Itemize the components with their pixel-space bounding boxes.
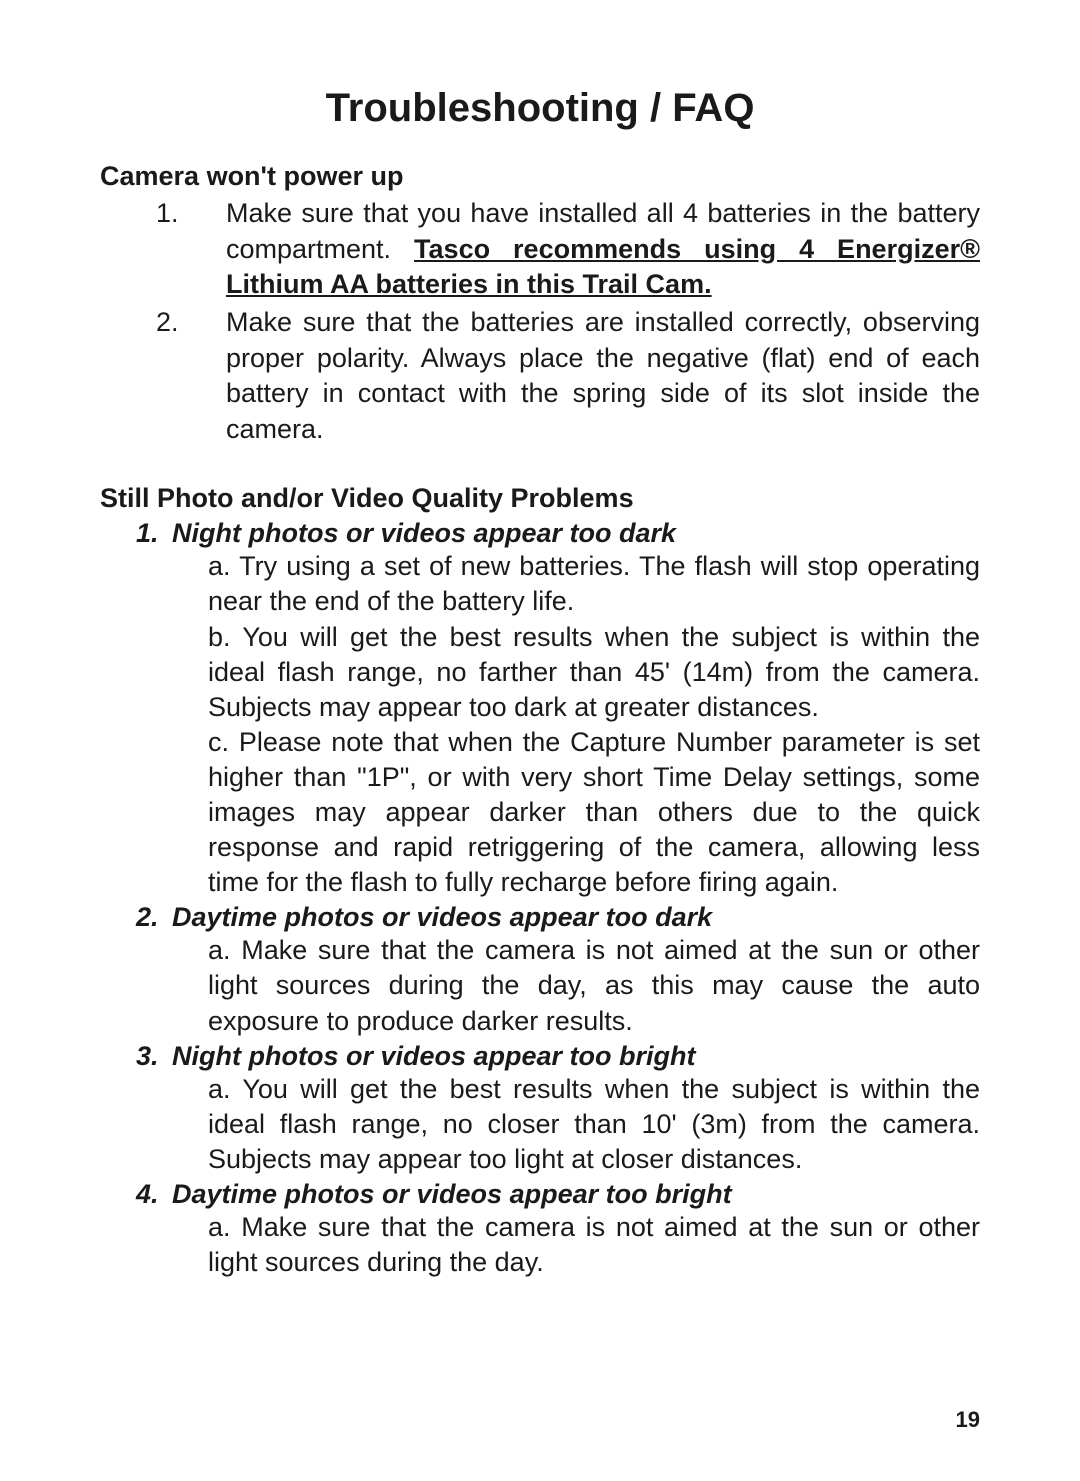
list-item: 2. Make sure that the batteries are inst… [156,305,980,448]
section-heading-quality: Still Photo and/or Video Quality Problem… [100,483,980,514]
lettered-item: a. Make sure that the camera is not aime… [136,933,980,1038]
page-number: 19 [956,1407,980,1433]
letter-text: Try using a set of new batteries. The fl… [208,551,980,616]
lettered-item: a. You will get the best results when th… [136,1072,980,1177]
section-heading-power: Camera won't power up [100,161,980,192]
lettered-item: b. You will get the best results when th… [136,620,980,725]
subsection-number: 4. [136,1179,172,1210]
list-item: 2. Daytime photos or videos appear too d… [136,902,980,1038]
letter-text: You will get the best results when the s… [208,1074,980,1174]
lettered-item: a. Make sure that the camera is not aime… [136,1210,980,1280]
letter-label: a. [208,935,231,965]
subsection-title: Daytime photos or videos appear too brig… [172,1179,732,1210]
letter-text: Please note that when the Capture Number… [208,727,980,897]
list-item: 3. Night photos or videos appear too bri… [136,1041,980,1177]
subsection-title: Daytime photos or videos appear too dark [172,902,712,933]
list-item: 1. Night photos or videos appear too dar… [136,518,980,900]
page-title: Troubleshooting / FAQ [100,86,980,131]
letter-text: Make sure that the camera is not aimed a… [208,935,980,1035]
subsection-heading: 2. Daytime photos or videos appear too d… [136,902,980,933]
subsection-number: 3. [136,1041,172,1072]
subsection-heading: 4. Daytime photos or videos appear too b… [136,1179,980,1210]
subsection-number: 2. [136,902,172,933]
letter-label: a. [208,1212,231,1242]
item-number: 2. [156,305,226,448]
document-page: Troubleshooting / FAQ Camera won't power… [0,0,1080,1322]
item-number: 1. [156,196,226,303]
letter-label: b. [208,622,231,652]
item-text: Make sure that the batteries are install… [226,305,980,448]
subsection-heading: 3. Night photos or videos appear too bri… [136,1041,980,1072]
letter-label: c. [208,727,229,757]
lettered-item: a. Try using a set of new batteries. The… [136,549,980,619]
letter-text: You will get the best results when the s… [208,622,980,722]
letter-text: Make sure that the camera is not aimed a… [208,1212,980,1277]
lettered-item: c. Please note that when the Capture Num… [136,725,980,900]
subsection-title: Night photos or videos appear too dark [172,518,676,549]
letter-label: a. [208,1074,231,1104]
power-list: 1. Make sure that you have installed all… [100,196,980,447]
item-content: Make sure that you have installed all 4 … [226,196,980,303]
subsection-number: 1. [136,518,172,549]
quality-list: 1. Night photos or videos appear too dar… [100,518,980,1280]
subsection-heading: 1. Night photos or videos appear too dar… [136,518,980,549]
letter-label: a. [208,551,231,581]
subsection-title: Night photos or videos appear too bright [172,1041,696,1072]
list-item: 1. Make sure that you have installed all… [156,196,980,303]
list-item: 4. Daytime photos or videos appear too b… [136,1179,980,1280]
